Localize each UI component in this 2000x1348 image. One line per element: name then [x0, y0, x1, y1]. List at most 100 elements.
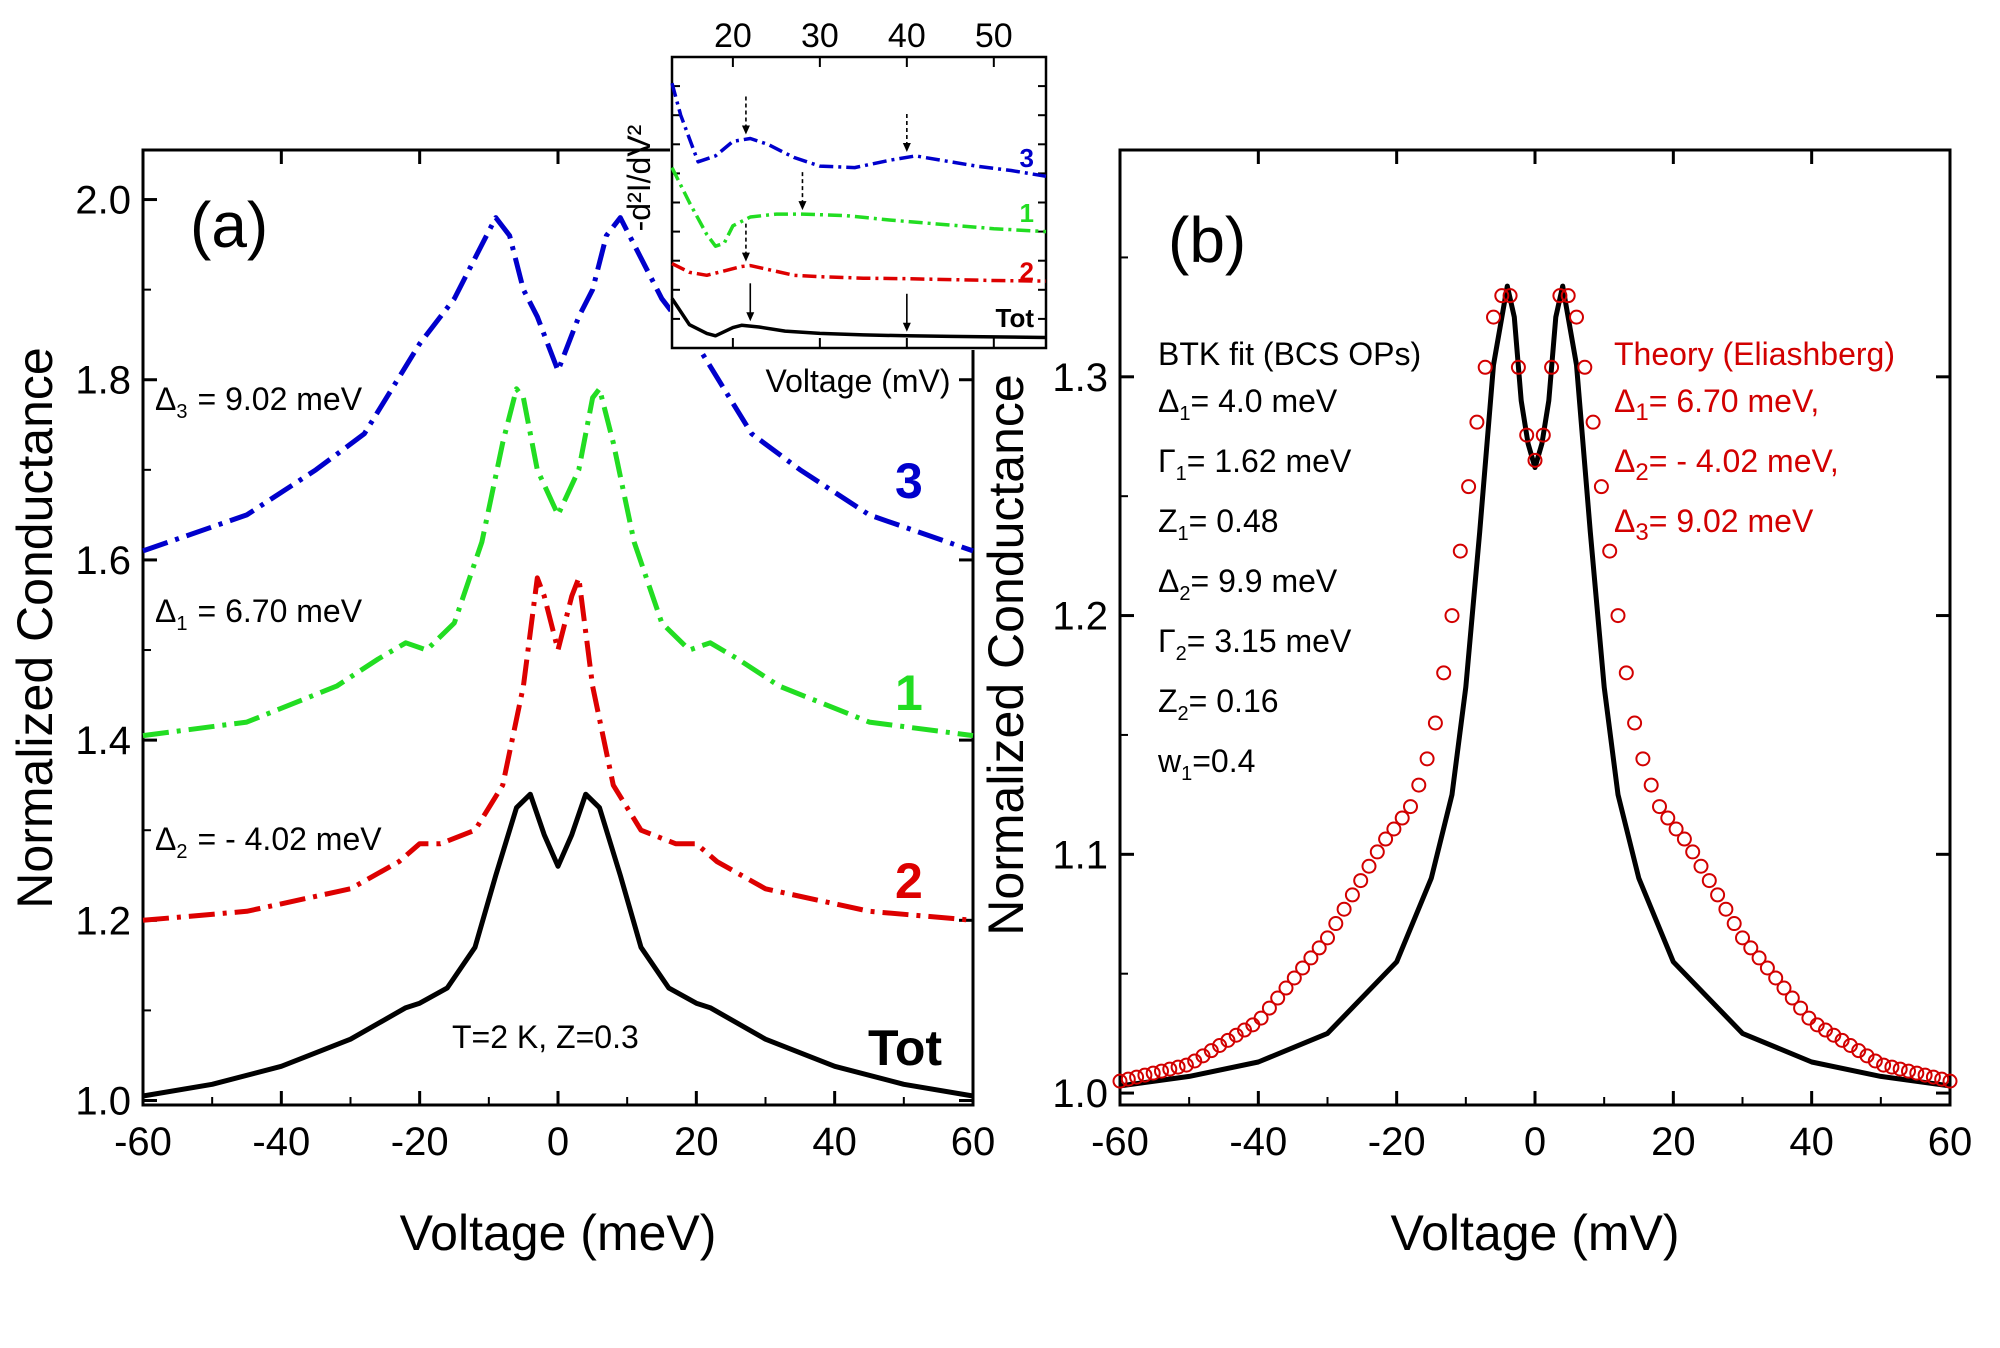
theory-parameters: Δ1= 6.70 meV, Δ2= - 4.02 meV, Δ3= 9.02 meV — [1614, 383, 1839, 546]
panel-b: -60 -40 -20 0 20 40 60 1.0 1.1 1.2 1.3 (b) Voltag… — [978, 148, 1972, 1261]
inset-arrow-head — [902, 322, 911, 332]
theory-point — [1461, 479, 1477, 495]
inset-curve-1 — [670, 166, 1047, 248]
theory-point — [1369, 844, 1385, 860]
theory-point — [1527, 452, 1543, 468]
inset-curve-label-1: 1 — [1020, 198, 1034, 228]
fit_params-5: Z2= 0.16 — [1158, 683, 1279, 725]
theory-point — [1784, 990, 1800, 1006]
theory-point — [1469, 414, 1485, 430]
inset-y-axis-label: -d²I/dV² — [621, 124, 657, 231]
theory-point — [1685, 844, 1701, 860]
theory-point — [1162, 1061, 1178, 1077]
panel-b-x-axis-label: Voltage (mV) — [1390, 1205, 1679, 1261]
temperature-annotation: T=2 K, Z=0.3 — [452, 1019, 639, 1055]
y-tick-label: 1.6 — [75, 539, 131, 583]
theory-point — [1909, 1065, 1925, 1081]
theory-point — [1635, 751, 1651, 767]
panel-a-x-axis-label: Voltage (meV) — [400, 1205, 717, 1261]
theory_params-1: Δ2= - 4.02 meV, — [1614, 443, 1839, 486]
theory-point — [1560, 288, 1576, 304]
theory-point — [1502, 288, 1518, 304]
theory_params-2: Δ3= 9.02 meV — [1614, 503, 1814, 546]
theory-point — [1519, 427, 1535, 443]
theory-point — [1851, 1043, 1867, 1059]
theory-point — [1353, 873, 1369, 889]
inset-x-tick-label: 50 — [975, 17, 1013, 55]
theory-point — [1793, 1000, 1809, 1016]
theory-point — [1718, 901, 1734, 917]
theory-point — [1311, 940, 1327, 956]
x-tick-label: 60 — [951, 1120, 996, 1164]
x-tick-label: 40 — [1789, 1120, 1834, 1164]
theory-point — [1735, 930, 1750, 946]
theory-point — [1129, 1069, 1145, 1085]
inset-curve-label-3: 3 — [1020, 143, 1034, 173]
btk-fit-parameters: Δ1= 4.0 meV Γ1= 1.62 meV Z1= 0.48 Δ2= 9.9 m… — [1157, 383, 1352, 785]
theory-point — [1261, 1000, 1277, 1016]
x-tick-label: 20 — [674, 1120, 719, 1164]
y-tick-label: 1.1 — [1052, 833, 1108, 877]
inset-curve-2 — [671, 262, 1047, 283]
x-tick-label: 20 — [1651, 1120, 1696, 1164]
panel-a-curves — [142, 215, 974, 1099]
x-tick-label: 0 — [547, 1120, 569, 1164]
theory-point — [1320, 930, 1335, 946]
btk-fit-title: BTK fit (BCS OPs) — [1158, 336, 1421, 372]
theory-point — [1668, 821, 1684, 837]
x-tick-label: -40 — [252, 1120, 310, 1164]
panel-a-x-ticks: -60 -40 -20 0 20 40 60 — [114, 150, 995, 1164]
theory-point — [1818, 1022, 1833, 1038]
x-tick-label: -60 — [114, 1120, 172, 1164]
curve-1 — [142, 386, 974, 739]
theory-point — [1925, 1069, 1941, 1085]
inset-curve-tot — [670, 297, 1047, 340]
x-tick-label: -20 — [1368, 1120, 1426, 1164]
fit_params-2: Z1= 0.48 — [1158, 503, 1279, 545]
theory-point — [1643, 777, 1659, 793]
theory-point — [1552, 288, 1568, 304]
theory-point — [1569, 309, 1584, 325]
theory-point — [1892, 1061, 1908, 1077]
y-tick-label: 1.2 — [1052, 595, 1108, 639]
inset-curve-label-tot: Tot — [996, 303, 1035, 333]
curve-2 — [142, 575, 974, 923]
theory-point — [1884, 1059, 1900, 1075]
panel-a-label: (a) — [190, 189, 268, 261]
theory-point — [1394, 810, 1410, 826]
theory-point — [1934, 1071, 1950, 1087]
theory-point — [1759, 960, 1775, 976]
theory-point — [1328, 916, 1344, 932]
theory-point — [1486, 309, 1501, 325]
theory-point — [1535, 427, 1551, 443]
gap-label-2: Δ2 = - 4.02 meV — [155, 821, 382, 863]
theory-point — [1859, 1048, 1875, 1064]
theory-point — [1187, 1053, 1203, 1069]
theory-point — [1743, 940, 1759, 956]
theory-point — [1403, 799, 1418, 815]
y-tick-label: 2.0 — [75, 179, 131, 223]
theory-point — [1842, 1038, 1858, 1054]
panel-a-y-ticks: 1.0 1.2 1.4 1.6 1.8 2.0 — [75, 179, 973, 1123]
panel-b-curves — [1112, 283, 1958, 1089]
y-tick-label: 1.0 — [1052, 1072, 1108, 1116]
theory-point — [1444, 608, 1460, 624]
curve-tot — [142, 791, 974, 1099]
theory-point — [1867, 1053, 1883, 1069]
theory_params-0: Δ1= 6.70 meV, — [1614, 383, 1819, 426]
inset-x-axis-label: Voltage (mV) — [766, 363, 951, 399]
gap-label-3: Δ3 = 9.02 meV — [155, 381, 363, 423]
theory-point — [1726, 916, 1742, 932]
fit_params-1: Γ1= 1.62 meV — [1158, 443, 1352, 485]
theory-point — [1510, 359, 1526, 375]
theory-point — [1295, 960, 1311, 976]
theory-point — [1253, 1010, 1269, 1026]
inset-x-tick-label: 30 — [801, 17, 839, 55]
theory-point — [1776, 980, 1792, 996]
theory-point — [1710, 887, 1726, 903]
inset-arrow-head — [741, 252, 750, 262]
theory-point — [1544, 359, 1560, 375]
y-tick-label: 1.3 — [1052, 356, 1108, 400]
x-tick-label: -60 — [1091, 1120, 1149, 1164]
